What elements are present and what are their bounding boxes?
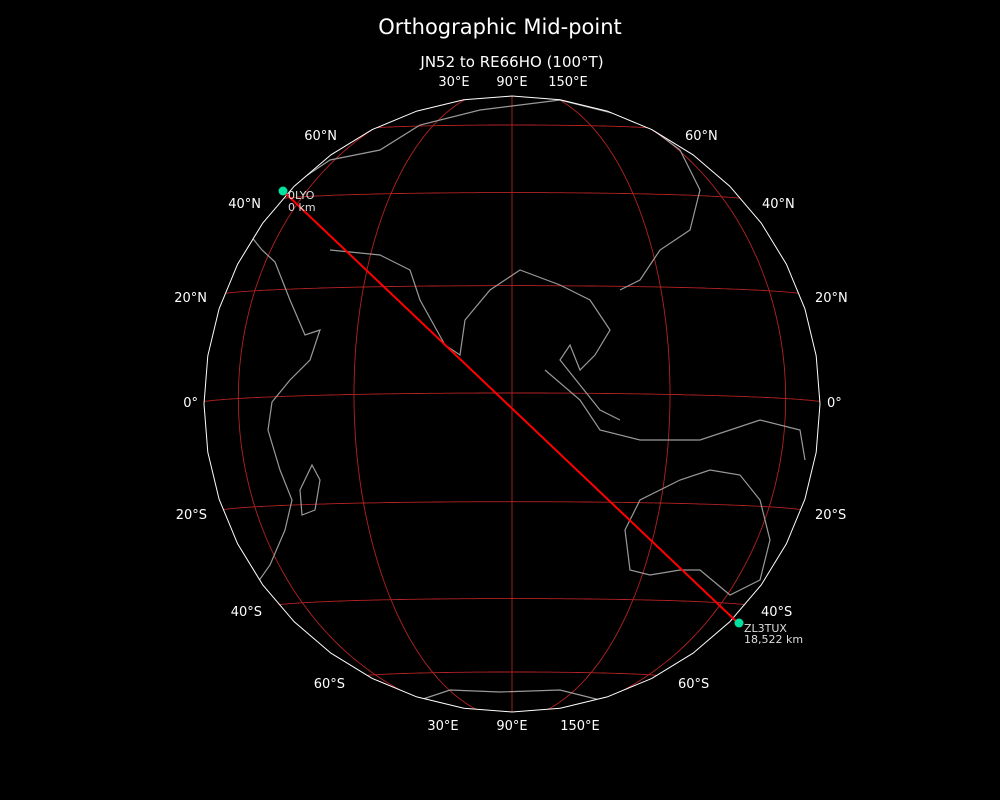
right-lat-label: 60°S	[678, 677, 709, 692]
parallel-line	[214, 501, 810, 513]
bottom-lon-label: 90°E	[496, 719, 527, 734]
right-lat-label: 40°S	[761, 605, 792, 620]
meridian-line	[353, 96, 513, 712]
bottom-lon-label: 150°E	[560, 719, 600, 734]
parallel-line	[269, 192, 755, 202]
coast-australia	[624, 469, 771, 596]
great-circle-path	[282, 190, 739, 624]
parallel-line	[214, 285, 810, 297]
parallel-line	[354, 124, 670, 131]
start-station-name: 0LYO	[288, 189, 315, 202]
map-title: Orthographic Mid-point	[378, 15, 622, 39]
top-lon-label: 90°E	[496, 75, 527, 90]
coast-asia-north	[299, 99, 701, 291]
meridian-line	[512, 409, 820, 712]
coast-antarctica	[419, 689, 601, 701]
left-lat-label: 20°S	[176, 508, 207, 523]
top-lon-label: 30°E	[438, 75, 469, 90]
globe	[204, 91, 820, 715]
start-station-marker	[278, 186, 288, 196]
right-lat-label: 0°	[827, 396, 842, 411]
right-lat-label: 20°S	[815, 508, 846, 523]
coast-arabia-india	[329, 249, 621, 421]
meridian-line	[237, 96, 513, 712]
left-lat-label: 60°N	[304, 129, 337, 144]
left-lat-label: 60°S	[314, 677, 345, 692]
graticule	[204, 91, 820, 715]
meridian-line	[511, 96, 671, 712]
parallel-line	[458, 91, 565, 93]
globe-outline	[203, 95, 821, 713]
left-lat-label: 40°N	[228, 197, 261, 212]
left-lat-label: 0°	[183, 396, 198, 411]
parallel-line	[457, 713, 567, 715]
map-subtitle: JN52 to RE66HO (100°T)	[419, 53, 603, 71]
coast-indonesia	[544, 369, 806, 461]
left-lat-label: 40°S	[231, 605, 262, 620]
end-station-marker	[734, 618, 744, 628]
right-lat-label: 60°N	[685, 129, 718, 144]
parallel-line	[204, 392, 820, 405]
coast-madagascar	[299, 463, 321, 516]
tick-labels: 30°E 90°E 150°E 30°E 90°E 150°E 60°N 40°…	[174, 75, 848, 734]
top-lon-label: 150°E	[548, 75, 588, 90]
right-lat-label: 20°N	[815, 291, 848, 306]
coast-africa	[204, 234, 321, 583]
right-lat-label: 40°N	[762, 197, 795, 212]
end-station-name: ZL3TUX	[744, 622, 787, 635]
end-station-distance: 18,522 km	[744, 633, 803, 646]
left-lat-label: 20°N	[174, 291, 207, 306]
start-station-distance: 0 km	[288, 201, 316, 214]
bottom-lon-label: 30°E	[427, 719, 458, 734]
